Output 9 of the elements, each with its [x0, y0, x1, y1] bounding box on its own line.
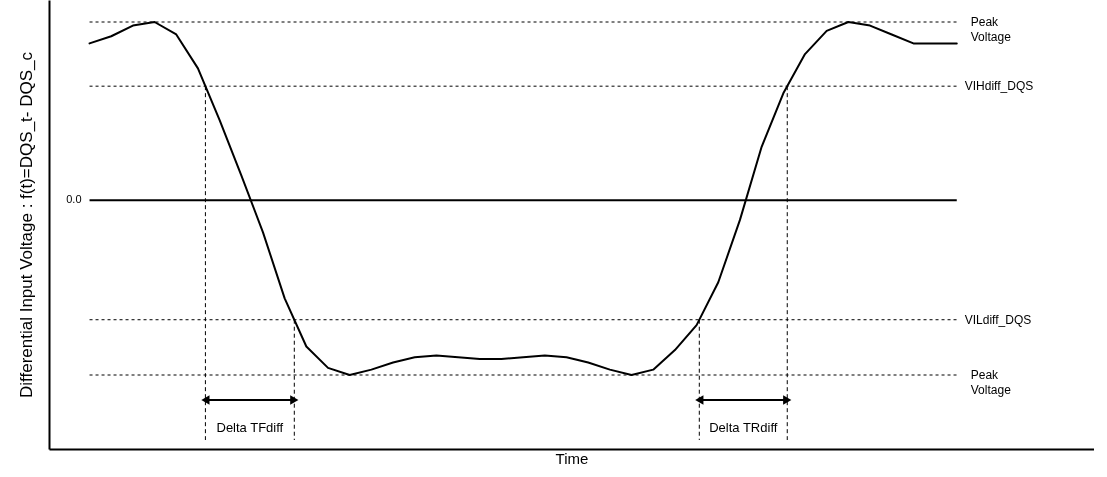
x-axis-title: Time [555, 449, 589, 467]
text: Peak Voltage [970, 368, 1012, 397]
ref-line-label: VILdiff_DQS [964, 312, 1032, 327]
text: Delta TRdiff [709, 420, 778, 435]
ref-line-label: VIHdiff_DQS [964, 79, 1034, 94]
text: Delta TFdiff [216, 420, 284, 435]
ref-line-label: 0.0 [66, 193, 82, 206]
y-axis-title: Differential Input Voltage : f(t)=DQS_t- DQS_c [16, 51, 36, 398]
text: Peak Voltage [970, 15, 1012, 44]
